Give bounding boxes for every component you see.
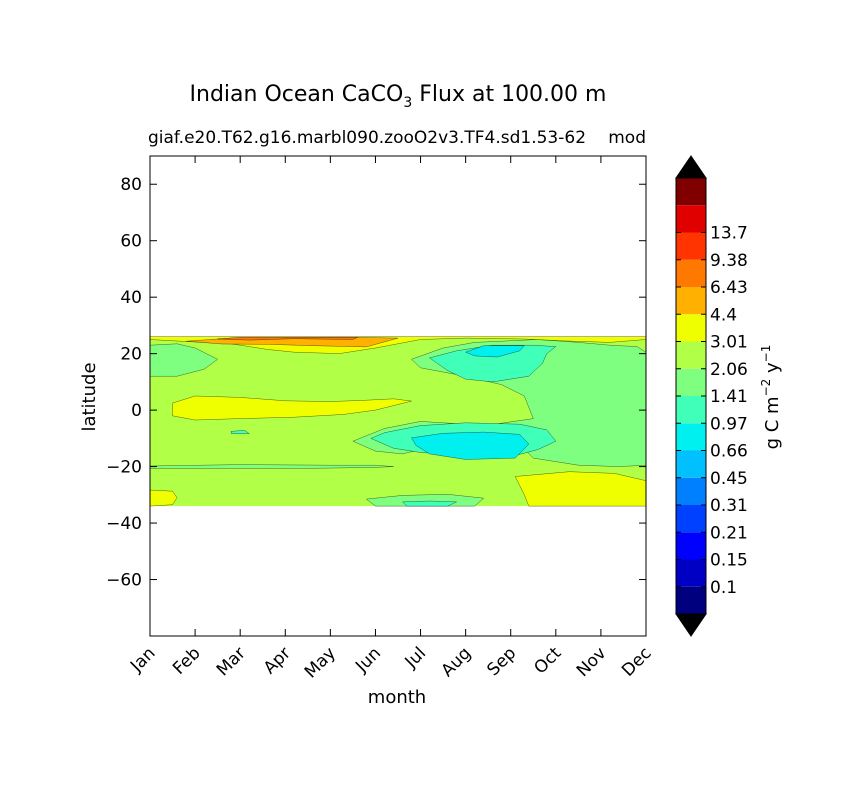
- colorbar-bin: [676, 505, 706, 533]
- colorbar-tick-label: 2.06: [710, 360, 748, 380]
- x-tick-label: Jul: [401, 643, 430, 672]
- chart-title-rest: Flux at 100.00 m: [412, 82, 606, 107]
- x-tick-label: Feb: [169, 643, 204, 678]
- colorbar-tick-label: 0.66: [710, 442, 748, 462]
- contour-region-8: [464, 345, 525, 358]
- x-tick-label: Jun: [351, 643, 385, 677]
- y-tick-label: 40: [120, 288, 142, 308]
- x-tick-label: Dec: [618, 643, 655, 680]
- y-tick-label: 0: [131, 401, 142, 421]
- chart-title: Indian Ocean CaCO3 Flux at 100.00 m: [190, 82, 607, 111]
- y-tick-label: −20: [106, 458, 142, 478]
- colorbar-bin: [676, 205, 706, 233]
- colorbar-bin: [676, 178, 706, 206]
- x-tick-label: Jan: [126, 643, 159, 676]
- colorbar-label-exp2: −1: [759, 345, 773, 363]
- contour-region-11: [172, 395, 412, 421]
- colorbar-tick-label: 0.31: [710, 496, 748, 516]
- colorbar-tick-label: 1.41: [710, 387, 748, 407]
- contour-region-9: [411, 431, 530, 460]
- colorbar-tick-label: 13.7: [710, 224, 748, 244]
- colorbar-tick-label: 9.38: [710, 251, 748, 271]
- y-tick-label: −40: [106, 514, 142, 534]
- y-axis: 80 60 40 20 0 −20 −40 −60: [106, 175, 646, 591]
- colorbar: 0.1 0.15 0.21 0.31 0.45 0.66 0.97 1.41 2.06 3.01 4…: [675, 155, 748, 637]
- x-tick-label: Aug: [438, 643, 476, 681]
- colorbar-bin: [676, 314, 706, 342]
- chart-title-main: Indian Ocean CaCO: [190, 82, 404, 107]
- colorbar-bin: [676, 259, 706, 287]
- y-tick-label: 60: [120, 232, 142, 252]
- x-tick-label: May: [301, 643, 340, 682]
- contour-region-13: [514, 471, 646, 507]
- chart-subtitle-right: mod: [608, 128, 646, 148]
- chart-title-subscript: 3: [403, 95, 412, 111]
- colorbar-bin: [676, 287, 706, 315]
- colorbar-tick-label: 4.4: [710, 305, 737, 325]
- contour-field: [150, 336, 646, 507]
- colorbar-tick-label: 0.15: [710, 551, 748, 571]
- x-tick-label: Mar: [213, 643, 250, 680]
- x-tick-label: Nov: [573, 643, 611, 681]
- colorbar-bin: [676, 423, 706, 451]
- colorbar-bin: [676, 232, 706, 260]
- plot-frame: [149, 155, 647, 637]
- colorbar-label: g C m−2 y−1: [759, 345, 783, 450]
- y-tick-label: 80: [120, 175, 142, 195]
- colorbar-label-exp1: −2: [759, 379, 773, 397]
- y-tick-label: 20: [120, 345, 142, 365]
- colorbar-bin: [676, 559, 706, 587]
- colorbar-tick-label: 0.21: [710, 523, 748, 543]
- contour-region-7: [230, 430, 250, 434]
- contour-region-12: [150, 489, 178, 507]
- contour-region-15: [217, 337, 358, 341]
- colorbar-tick-label: 6.43: [710, 278, 748, 298]
- contour-region-6: [401, 500, 457, 507]
- contour-region-2: [150, 464, 394, 469]
- colorbar-bin: [676, 368, 706, 396]
- chart-subtitle-left: giaf.e20.T62.g16.marbl090.zooO2v3.TF4.sd…: [148, 128, 586, 148]
- x-tick-label: Sep: [483, 643, 520, 680]
- colorbar-bin: [676, 341, 706, 369]
- x-tick-label: Oct: [530, 643, 565, 678]
- colorbar-tick-label: 3.01: [710, 333, 748, 353]
- colorbar-extend-max: [675, 155, 707, 179]
- colorbar-bin: [676, 396, 706, 424]
- colorbar-bin: [676, 450, 706, 478]
- colorbar-label-mid: y: [762, 362, 783, 379]
- x-tick-label: Apr: [260, 643, 295, 678]
- colorbar-tick-label: 0.1: [710, 578, 737, 598]
- colorbar-bin: [676, 586, 706, 614]
- contour-regions: [150, 336, 646, 507]
- colorbar-bin: [676, 532, 706, 560]
- colorbar-bin: [676, 477, 706, 505]
- colorbar-tick-label: 0.45: [710, 469, 748, 489]
- contour-region-0: [150, 343, 219, 377]
- y-axis-label: latitude: [79, 362, 100, 431]
- colorbar-tick-label: 0.97: [710, 414, 748, 434]
- colorbar-extend-min: [675, 613, 707, 637]
- colorbar-label-main: g C m: [762, 396, 783, 449]
- y-tick-label: −60: [106, 571, 142, 591]
- x-axis-label: month: [368, 687, 426, 708]
